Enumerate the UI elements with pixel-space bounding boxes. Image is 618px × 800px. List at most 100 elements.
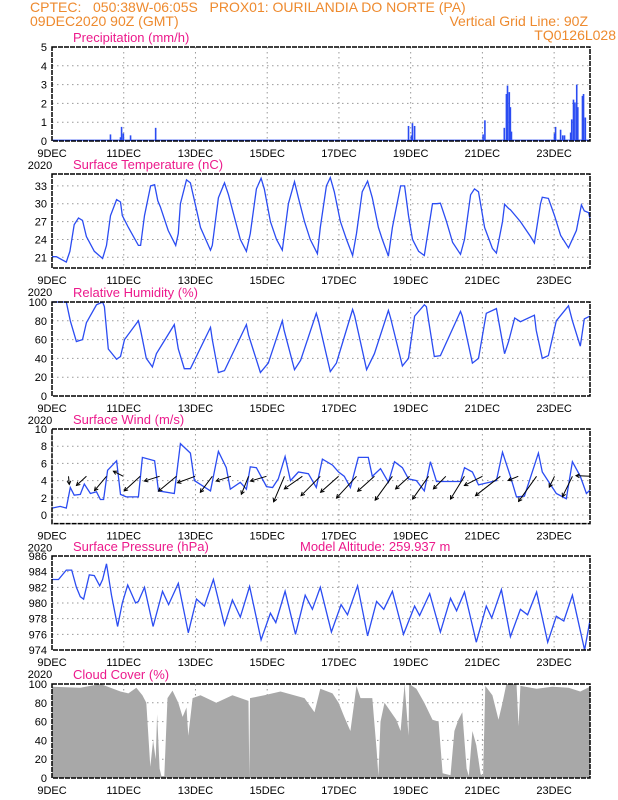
precip-bar (413, 125, 416, 141)
x-tick-label: 17DEC (321, 275, 357, 287)
x-year-label: 2020 (28, 160, 52, 172)
x-tick-label: 11DEC (106, 403, 141, 415)
panel-title: Relative Humidity (%) (73, 285, 198, 300)
y-tick-label: 0 (41, 773, 47, 785)
wind-vector-head (517, 497, 523, 503)
wind-vector-shaft (68, 476, 70, 485)
precip-bar (129, 135, 132, 141)
x-tick-label: 23DEC (536, 785, 572, 797)
wind-vector-arrow (517, 476, 537, 503)
wind-vector-head (123, 486, 129, 492)
precip-bar (154, 127, 157, 141)
x-tick-label: 19DEC (393, 403, 429, 415)
precip-bar (554, 126, 557, 141)
wind-vector-head (240, 490, 245, 496)
pressure-series-line (52, 563, 591, 651)
x-tick-label: 19DEC (393, 531, 429, 543)
model-altitude-note: Model Altitude: 259.937 m (300, 539, 450, 554)
wind-vector-shaft (76, 475, 87, 486)
rh-series-line (52, 301, 591, 374)
wind-vector-shaft (475, 475, 501, 497)
panel-title: Surface Wind (m/s) (73, 412, 184, 427)
wind-vector-head (394, 484, 400, 490)
wind-vector-arrow (176, 475, 196, 484)
y-tick-label: 20 (35, 754, 47, 766)
wind-vector-shaft (273, 476, 285, 502)
y-tick-label: 40 (35, 735, 47, 747)
wind-vector-arrow (574, 473, 591, 479)
wind-vector-shaft (250, 475, 267, 482)
wind-vector-shaft (113, 470, 124, 477)
panel-pressure: Surface Pressure (hPa) Model Altitude: 25… (28, 539, 591, 681)
precip-bar (584, 117, 587, 141)
y-tick-label: 976 (29, 629, 47, 641)
wind-vector-head (548, 483, 553, 489)
x-tick-label: 21DEC (465, 785, 501, 797)
wind-vector-shaft (374, 476, 393, 501)
wind-vector-shaft (240, 476, 250, 495)
wind-vector-shaft (433, 475, 447, 490)
wind-vector-head (283, 485, 289, 490)
wind-vector-shaft (548, 476, 555, 488)
x-tick-label: 9DEC (37, 403, 66, 415)
y-tick-label: 0 (41, 136, 47, 148)
y-tick-label: 80 (35, 316, 47, 328)
wind-vector-arrow (240, 476, 250, 496)
header-model: TQ0126L028 (534, 27, 616, 43)
wind-vector-head (449, 495, 455, 500)
precip-bar (575, 84, 578, 141)
x-tick-label: 13DEC (178, 275, 214, 287)
y-tick-label: 5 (41, 42, 47, 54)
wind-vector-shaft (450, 476, 465, 500)
x-tick-label: 9DEC (37, 785, 66, 797)
y-tick-label: 980 (29, 598, 47, 610)
x-tick-label: 15DEC (249, 148, 285, 160)
wind-vector-shaft (199, 475, 213, 493)
x-tick-label: 15DEC (249, 275, 285, 287)
precip-bar (572, 99, 575, 141)
cloud-cover-area (52, 684, 590, 778)
wind-vector-arrow (548, 476, 555, 489)
precip-bar (577, 107, 579, 141)
precip-bar (553, 133, 556, 141)
precip-bar (563, 135, 566, 141)
y-tick-label: 0 (41, 510, 47, 522)
y-tick-label: 10 (35, 424, 47, 436)
precip-bar (581, 95, 584, 141)
wind-vector-head (561, 492, 566, 498)
wind-vector-shaft (412, 476, 430, 500)
panel-wind: Surface Wind (m/s) 0 2 4 6 8 10 9DEC 11DEC 13DEC 1… (28, 412, 591, 555)
wind-vector-head (574, 473, 580, 479)
wind-vector-arrow (432, 475, 447, 490)
panel-precip: Precipitation (mm/h) 0 1 2 3 4 5 9DEC 11DEC 13DEC… (28, 30, 591, 172)
wind-vector-head (249, 477, 255, 483)
x-tick-label: 13DEC (178, 785, 214, 797)
panel-frame (51, 428, 591, 525)
y-tick-label: 60 (35, 717, 47, 729)
wind-vector-arrow (356, 475, 375, 492)
wind-vector-head (432, 484, 438, 490)
x-tick-label: 11DEC (106, 275, 141, 287)
precip-bar (411, 123, 414, 141)
wind-vector-arrow (374, 476, 393, 501)
wind-vector-shaft (336, 475, 357, 499)
x-tick-label: 21DEC (465, 531, 501, 543)
wind-vector-arrow (123, 475, 141, 492)
x-tick-label: 11DEC (106, 785, 141, 797)
panel-temp: Surface Temperature (nC) 21 24 27 30 33 9DEC 11… (28, 157, 591, 299)
y-tick-label: 974 (29, 645, 47, 657)
x-year-label: 2020 (28, 669, 52, 681)
x-tick-label: 21DEC (465, 148, 501, 160)
x-tick-label: 11DEC (106, 148, 141, 160)
y-tick-label: 4 (41, 476, 47, 488)
wind-vector-shaft (300, 475, 321, 497)
precip-bar (574, 102, 576, 141)
wind-vector-head (474, 491, 480, 497)
wind-vector-shaft (284, 475, 303, 490)
y-tick-label: 100 (29, 297, 47, 309)
y-tick-label: 30 (35, 199, 47, 211)
precip-bar (505, 94, 508, 141)
wind-vector-head (319, 488, 325, 493)
x-tick-label: 9DEC (37, 657, 66, 669)
